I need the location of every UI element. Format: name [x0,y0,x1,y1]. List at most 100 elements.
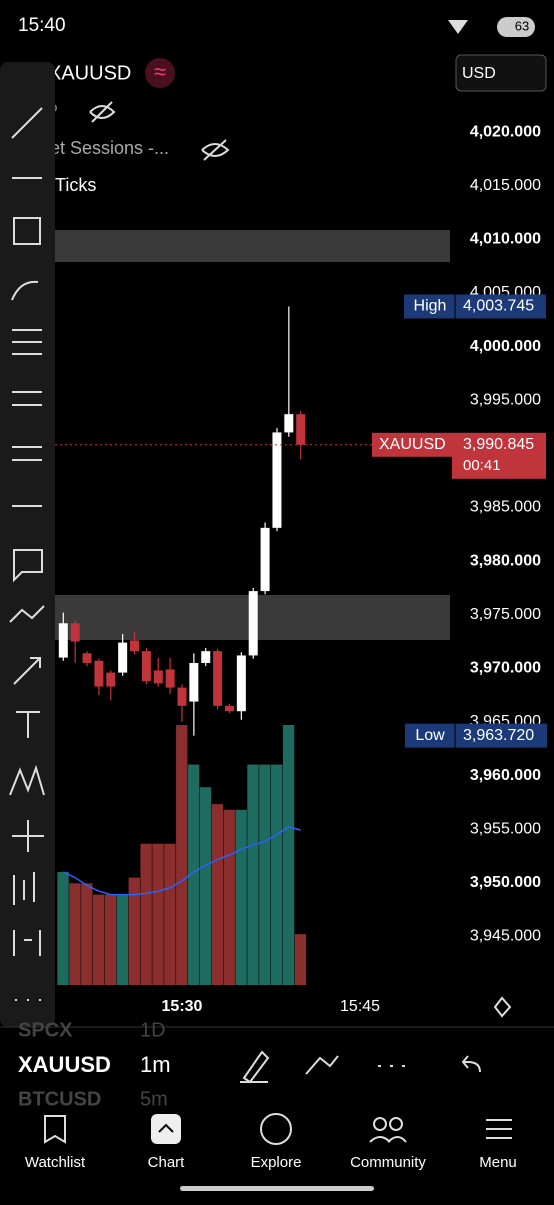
plot: 4,020.0004,015.0004,010.0004,005.0004,00… [55,123,547,985]
volume-bar [259,764,271,985]
volume-bar [199,787,212,985]
price-badge [372,432,452,457]
volume-bar [211,804,224,985]
candle-body [284,414,294,433]
chart-actions[interactable] [240,1050,481,1084]
candle-body [58,623,68,658]
tool-icons[interactable] [9,107,45,1001]
volume-bar [57,871,69,985]
interval-item[interactable]: 1m [140,1052,171,1077]
badge-label: High [414,298,447,315]
candle-body [224,705,234,712]
volume-bar [282,725,295,985]
y-tick-label: 3,950.000 [470,874,541,891]
volume-bar [164,843,176,985]
volume-bar [69,883,81,985]
y-tick-label: 4,020.000 [470,123,541,140]
y-tick-label: 3,955.000 [470,820,541,837]
logo [145,58,175,88]
y-tick-label: 3,945.000 [470,928,541,945]
candle-body [201,651,211,663]
home-indicator [180,1186,374,1191]
volume-bar [235,809,247,985]
price-badge [452,432,546,479]
volume-ma [62,825,301,896]
y-tick-label: 3,980.000 [470,552,541,569]
x-axis: 15:30 15:45 [162,998,381,1015]
y-tick-label: 4,000.000 [470,338,541,355]
y-tick-label: 4,015.000 [470,177,541,194]
candle-body [153,670,163,684]
wifi-icon [448,20,468,34]
volume-bar [294,934,307,985]
symbol-item[interactable]: SPCX [18,1019,73,1041]
volume-bar [176,725,188,985]
candle-body [189,662,199,702]
volume-bar [81,883,93,985]
y-tick-label: 3,960.000 [470,767,541,784]
legend-row: et Sessions -... [50,138,169,158]
volume-bar [152,843,164,985]
settings-icon[interactable] [493,996,512,1018]
candle-body [165,669,175,688]
candle-body [94,660,104,687]
candle-body [272,432,282,528]
candle-body [296,414,306,445]
price-badge [404,294,546,319]
nav-label[interactable]: Explore [251,1154,302,1171]
x-tick-label: 15:45 [340,998,380,1015]
currency[interactable]: USD [462,65,496,82]
candle-body [141,651,151,682]
nav-label[interactable]: Menu [479,1154,517,1171]
volume-bar [140,843,152,985]
status-time: 15:40 [18,15,66,36]
candle-body [213,651,223,706]
symbol-item[interactable]: BTCUSD [18,1088,101,1110]
nav-icons[interactable] [44,1113,512,1145]
badge-value: 3,990.845 [463,436,534,453]
y-tick-label: 3,985.000 [470,499,541,516]
candle-body [177,687,187,706]
battery-level: 63 [515,18,529,33]
nav-label[interactable]: Watchlist [25,1154,86,1171]
hide-icon[interactable] [89,101,116,123]
y-tick-label: 3,995.000 [470,391,541,408]
drawing-toolbar [0,62,55,1027]
volume-bar [271,764,283,985]
y-tick-label: 3,975.000 [470,606,541,623]
y-tick-label: 4,010.000 [470,231,541,248]
nav-label[interactable]: Community [350,1154,426,1171]
volume-bar [128,877,140,985]
candle-body [260,527,270,592]
candle-body [248,591,258,656]
session-zone [55,230,450,262]
interval-item[interactable]: 5m [140,1088,168,1110]
price-badge [405,723,547,748]
badge-label: Low [415,727,445,744]
candle-body [118,642,128,673]
candle-body [82,653,92,663]
battery [497,17,535,37]
x-tick-label: 15:30 [162,998,203,1015]
symbol[interactable]: XAUUSD [48,62,131,84]
nav-label[interactable]: Chart [148,1154,186,1171]
volume-bar [116,894,129,985]
candle-body [130,640,140,652]
hide-icon[interactable] [201,139,230,161]
badge-value: 4,003.745 [463,298,534,315]
currency-select[interactable] [455,54,547,92]
countdown: 00:41 [463,457,501,474]
volume-bar [247,764,259,985]
nav-bar [0,1110,554,1200]
badge-value: 3,963.720 [463,727,534,744]
volume-bar [223,809,235,985]
logo-glyph: ≈ [154,59,166,84]
volume-bar [187,764,200,985]
candle-body [236,655,246,712]
symbol-item[interactable]: XAUUSD [18,1052,111,1077]
interval-item[interactable]: 1D [140,1019,166,1041]
candle-body [70,623,80,642]
badge-label: XAUUSD [379,436,446,453]
